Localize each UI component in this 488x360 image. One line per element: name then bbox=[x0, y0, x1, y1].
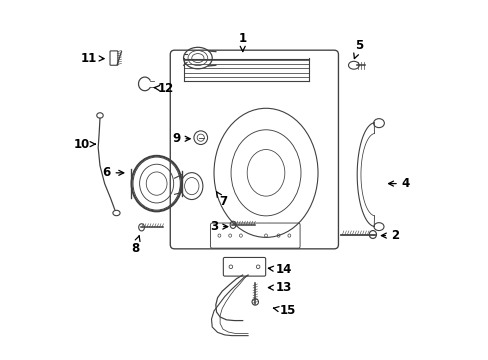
Text: 1: 1 bbox=[238, 32, 246, 51]
Text: 9: 9 bbox=[172, 132, 190, 145]
Text: 6: 6 bbox=[102, 166, 123, 179]
Text: 5: 5 bbox=[353, 39, 363, 59]
Text: 2: 2 bbox=[381, 229, 398, 242]
Text: 10: 10 bbox=[73, 138, 95, 150]
Text: 7: 7 bbox=[216, 192, 226, 208]
Text: 11: 11 bbox=[80, 51, 104, 64]
Text: 14: 14 bbox=[268, 263, 291, 276]
Text: 12: 12 bbox=[154, 82, 173, 95]
Text: 15: 15 bbox=[273, 305, 295, 318]
Text: 4: 4 bbox=[388, 177, 409, 190]
Text: 13: 13 bbox=[268, 281, 291, 294]
Text: 8: 8 bbox=[131, 236, 140, 255]
Text: 3: 3 bbox=[209, 220, 227, 233]
